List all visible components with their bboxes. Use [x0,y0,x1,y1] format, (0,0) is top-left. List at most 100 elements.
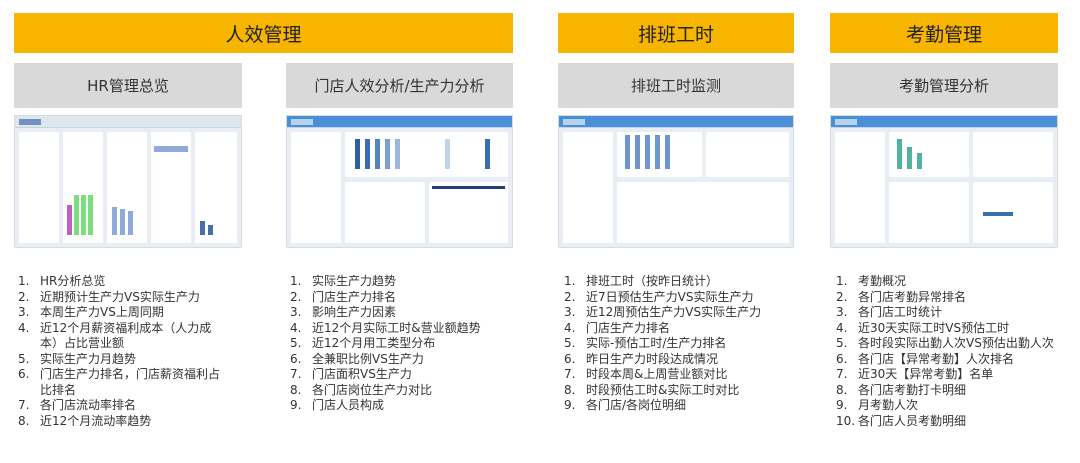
list-item: 3. 影响生产力因素 [290,305,510,321]
feature-list-scheduling: 1. 排班工时（按昨日统计） 2. 近7日预估生产力VS实际生产力 3. 近12周预估生产… [564,274,794,414]
list-item-number: 7. [836,367,848,381]
list-item-text: 各门店岗位生产力对比 [312,382,433,397]
dashboard-thumbnail-store-productivity [286,115,513,248]
list-item-number: 1. [836,274,848,288]
list-item: 5. 实际生产力月趋势 [18,352,228,368]
list-item-text: 近30天【异常考勤】名单 [858,367,994,381]
list-item: 8. 各门店考勤打卡明细 [836,383,1056,399]
list-item: 8. 时段预估工时&实际工时对比 [564,383,794,399]
list-item-text: 昨日生产力时段达成情况 [586,351,719,366]
list-item-number: 5. [564,336,576,350]
list-item-number: 1. [564,274,576,288]
list-item: 2. 近期预计生产力VS实际生产力 [18,290,228,306]
list-item-number: 6. [18,367,30,381]
list-item-number: 2. [290,289,302,304]
list-item-number: 6. [290,351,302,366]
list-item: 1. 考勤概况 [836,274,1056,290]
list-item: 5. 近12个月用工类型分布 [290,336,510,352]
list-item-text: 近期预计生产力VS实际生产力 [40,289,200,304]
list-item-number: 9. [290,398,302,412]
list-item: 7. 近30天【异常考勤】名单 [836,367,1056,383]
list-item: 6. 门店生产力排名，门店薪资福利占比排名 [18,367,228,398]
list-item-text: 月考勤人次 [858,398,919,412]
list-item-number: 4. [564,320,576,335]
list-item-number: 4. [18,320,30,335]
list-item-number: 5. [836,336,848,350]
dashboard-thumbnail-hr-overview [14,115,242,248]
list-item: 9. 门店人员构成 [290,398,510,414]
list-item-number: 2. [836,289,848,304]
list-item-number: 9. [836,398,848,412]
list-item-number: 3. [836,305,848,319]
list-item: 8. 近12个月流动率趋势 [18,414,228,430]
list-item-number: 2. [18,289,30,304]
list-item: 2. 近7日预估生产力VS实际生产力 [564,290,794,306]
list-item-text: 本周生产力VS上周同期 [40,305,164,319]
list-item-text: 各时段实际出勤人次VS预估出勤人次 [858,336,1054,350]
list-item: 1. 排班工时（按昨日统计） [564,274,794,290]
list-item-text: 时段本周&上周营业额对比 [586,367,728,381]
list-item: 5. 实际-预估工时/生产力排名 [564,336,794,352]
list-item-number: 4. [290,320,302,335]
list-item-text: 各门店/各岗位明细 [586,398,687,412]
list-item: 2. 各门店考勤异常排名 [836,290,1056,306]
list-item: 1. HR分析总览 [18,274,228,290]
feature-list-hr-overview: 1. HR分析总览 2. 近期预计生产力VS实际生产力 3. 本周生产力VS上周同期 4. 近… [18,274,228,429]
list-item-number: 10. [836,413,856,428]
list-item-number: 6. [564,351,576,366]
list-item-text: 门店面积VS生产力 [312,367,412,381]
list-item-text: HR分析总览 [40,274,106,288]
list-item: 4. 近30天实际工时VS预估工时 [836,321,1056,337]
list-item-text: 各门店流动率排名 [40,398,137,412]
list-item: 5. 各时段实际出勤人次VS预估出勤人次 [836,336,1056,352]
panel-title: 排班工时监测 [558,63,794,108]
list-item: 3. 近12周预估生产力VS实际生产力 [564,305,794,321]
list-item-number: 9. [564,398,576,412]
list-item-text: 各门店考勤异常排名 [858,289,967,304]
list-item: 6. 昨日生产力时段达成情况 [564,352,794,368]
list-item-text: 近12个月用工类型分布 [312,336,436,350]
dashboard-thumbnail-scheduling [558,115,794,248]
list-item: 3. 本周生产力VS上周同期 [18,305,228,321]
list-item-text: 门店生产力排名 [586,320,671,335]
list-item-text: 实际-预估工时/生产力排名 [586,336,727,350]
feature-list-store-productivity: 1. 实际生产力趋势 2. 门店生产力排名 3. 影响生产力因素 4. 近12个月实际工时&营… [290,274,510,414]
list-item-number: 5. [290,336,302,350]
list-item-number: 3. [290,305,302,319]
list-item-text: 近12周预估生产力VS实际生产力 [586,305,762,319]
panel-title: 考勤管理分析 [830,63,1058,108]
list-item-number: 3. [564,305,576,319]
list-item-text: 近12个月流动率趋势 [40,413,152,428]
list-item-text: 排班工时（按昨日统计） [586,274,719,288]
list-item: 2. 门店生产力排名 [290,290,510,306]
list-item-text: 门店人员构成 [312,398,385,412]
list-item-number: 3. [18,305,30,319]
section-header-attendance: 考勤管理 [830,13,1058,53]
list-item-number: 8. [836,382,848,397]
list-item: 4. 近12个月实际工时&营业额趋势 [290,321,510,337]
list-item: 9. 各门店/各岗位明细 [564,398,794,414]
list-item-number: 7. [564,367,576,381]
list-item: 4. 近12个月薪资福利成本（人力成本）占比营业额 [18,321,228,352]
list-item-text: 近12个月实际工时&营业额趋势 [312,320,481,335]
list-item: 6. 全兼职比例VS生产力 [290,352,510,368]
list-item: 8. 各门店岗位生产力对比 [290,383,510,399]
list-item: 7. 时段本周&上周营业额对比 [564,367,794,383]
list-item-text: 实际生产力趋势 [312,274,397,288]
list-item-text: 近7日预估生产力VS实际生产力 [586,289,754,304]
list-item: 6. 各门店【异常考勤】人次排名 [836,352,1056,368]
list-item: 9. 月考勤人次 [836,398,1056,414]
list-item-number: 7. [290,367,302,381]
list-item-text: 考勤概况 [858,274,907,288]
list-item-number: 5. [18,351,30,366]
section-header-hr-efficiency: 人效管理 [14,13,513,53]
list-item: 7. 各门店流动率排名 [18,398,228,414]
list-item: 7. 门店面积VS生产力 [290,367,510,383]
list-item-text: 各门店人员考勤明细 [858,413,967,428]
list-item-text: 实际生产力月趋势 [40,351,137,366]
list-item-text: 时段预估工时&实际工时对比 [586,382,740,397]
list-item-number: 6. [836,351,848,366]
list-item-text: 门店生产力排名 [312,289,397,304]
list-item-text: 近30天实际工时VS预估工时 [858,320,1010,335]
list-item-number: 7. [18,398,30,412]
